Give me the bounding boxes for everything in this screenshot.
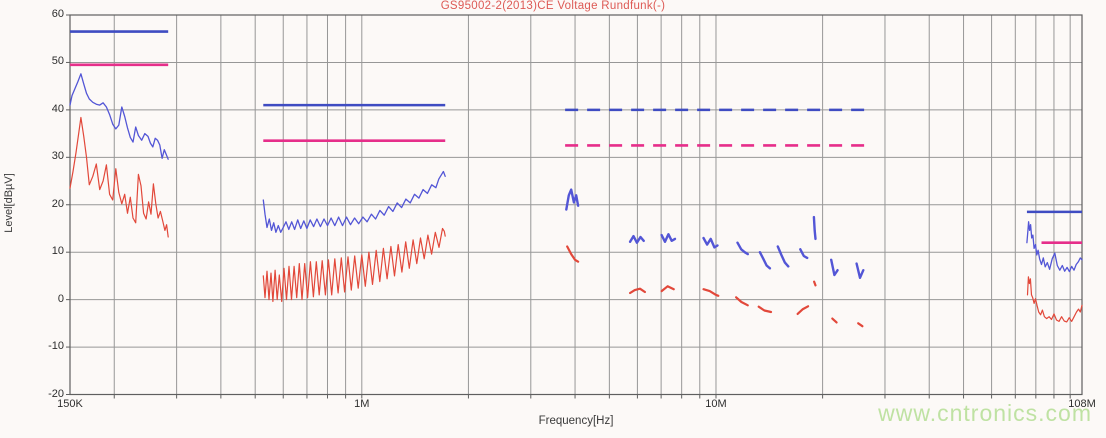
average-trace xyxy=(262,227,446,303)
chart-title: GS95002-2(2013)CE Voltage Rundfunk(-) xyxy=(440,0,666,12)
peak-trace xyxy=(812,215,817,241)
average-trace xyxy=(812,280,817,287)
y-tick-label: 0 xyxy=(57,292,64,305)
average-trace xyxy=(734,296,749,307)
peak-trace xyxy=(736,241,749,256)
x-axis-title: Frequency[Hz] xyxy=(538,415,614,427)
x-tick-label: 10M xyxy=(705,397,727,410)
x-tick-label: 1M xyxy=(354,397,370,410)
peak-trace xyxy=(262,170,446,233)
peak-trace xyxy=(830,258,839,277)
y-tick-label: 50 xyxy=(51,55,64,68)
peak-trace xyxy=(758,250,772,270)
average-trace xyxy=(757,305,773,314)
x-tick-label: 108M xyxy=(1068,397,1096,410)
average-trace xyxy=(628,287,647,295)
y-tick-label: 10 xyxy=(51,245,64,258)
peak-trace xyxy=(776,245,790,268)
average-trace xyxy=(1026,276,1083,323)
peak-trace xyxy=(628,234,645,244)
plot-border xyxy=(69,14,1083,396)
x-tick-label: 150K xyxy=(57,397,83,410)
average-trace xyxy=(831,317,838,324)
peak-trace xyxy=(702,236,719,249)
peak-trace xyxy=(660,232,677,244)
peak-trace xyxy=(855,262,865,279)
average-trace xyxy=(857,322,864,328)
y-tick-label: 60 xyxy=(51,8,64,20)
y-tick-label: 40 xyxy=(51,102,64,115)
average-trace xyxy=(566,245,580,263)
peak-trace xyxy=(1026,221,1083,273)
average-trace xyxy=(702,288,720,297)
y-tick-label: -10 xyxy=(48,340,64,353)
y-tick-label: 20 xyxy=(51,197,64,210)
y-tick-label: -20 xyxy=(48,387,64,400)
peak-trace xyxy=(69,73,169,160)
average-trace xyxy=(69,116,169,238)
watermark: www.cntronics.com xyxy=(878,400,1092,426)
average-trace xyxy=(660,285,675,293)
average-trace xyxy=(796,305,810,315)
peak-trace xyxy=(565,188,580,211)
peak-trace xyxy=(799,248,809,260)
y-tick-label: 30 xyxy=(51,150,64,163)
